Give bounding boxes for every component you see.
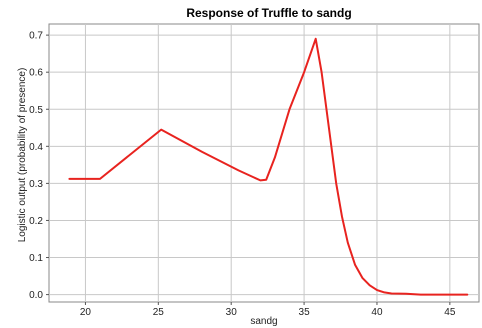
- y-tick-label: 0.1: [29, 253, 43, 264]
- y-tick-label: 0.5: [29, 105, 43, 116]
- x-tick-label: 30: [226, 307, 238, 318]
- x-tick-label: 25: [153, 307, 165, 318]
- chart-title: Response of Truffle to sandg: [186, 6, 351, 20]
- x-tick-label: 45: [444, 307, 456, 318]
- x-axis-label: sandg: [250, 316, 277, 327]
- y-tick-label: 0.6: [29, 68, 43, 79]
- x-tick-label: 20: [80, 307, 92, 318]
- x-tick-label: 40: [371, 307, 383, 318]
- y-tick-label: 0.0: [29, 290, 43, 301]
- series-layer: [68, 37, 469, 296]
- y-tick-label: 0.3: [29, 179, 43, 190]
- y-tick-label: 0.7: [29, 31, 43, 42]
- tick-labels: 20 25 30 35 40 45 0.0 0.1 0.2 0.3 0.4 0.5 0.6 0.7: [29, 31, 456, 318]
- gridlines: [49, 24, 479, 302]
- y-tick-label: 0.2: [29, 216, 43, 227]
- x-tick-label: 35: [299, 307, 311, 318]
- plot-area: [48, 23, 480, 303]
- y-tick-label: 0.4: [29, 142, 43, 153]
- y-axis-label: Logistic output (probability of presence…: [17, 68, 28, 243]
- series-line: [68, 37, 469, 296]
